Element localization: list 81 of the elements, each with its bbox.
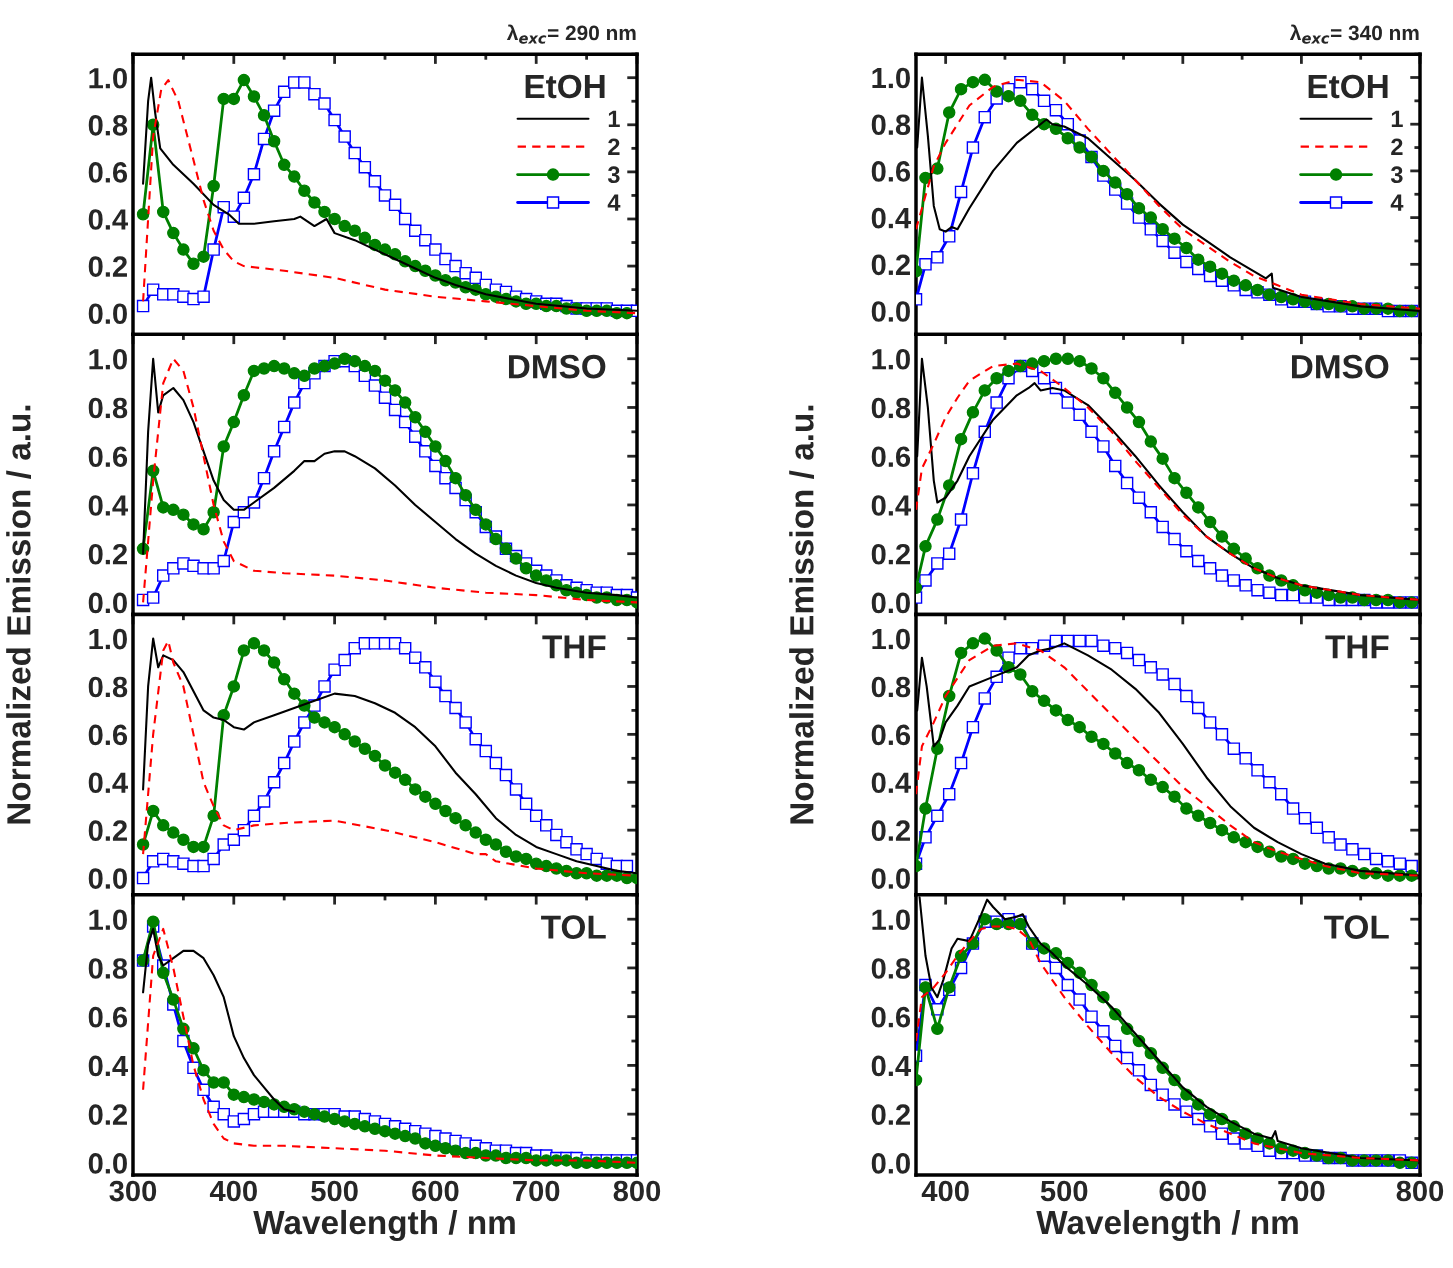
y-tick-label: 0.4 [871,495,911,516]
y-tick-label: 1.0 [89,909,127,931]
legend-label: 3 [607,166,620,184]
y-tick-label: 0.4 [871,1055,911,1077]
y-tick-label: 0.4 [88,209,128,230]
y-tick-label: 0.0 [88,303,127,325]
x-tick-label: 300 [109,1180,157,1202]
y-tick-label: 0.0 [871,592,910,614]
y-tick-label: 1.0 [872,628,910,650]
y-tick-label: 0.6 [88,1006,128,1028]
x-tick-label: 500 [1040,1180,1088,1202]
y-tick-label: 0.6 [88,724,128,746]
annotation: DMSO [1291,354,1389,379]
y-axis-title: Normalized Emission / a.u. [6,405,31,824]
legend-label: 2 [1391,138,1403,155]
annotation: TOL [541,915,606,939]
legend-label: 4 [1390,194,1404,211]
y-tick-label: 0.0 [88,592,127,614]
y-tick-label: 0.4 [88,1055,128,1077]
y-tick-label: 0.6 [88,446,128,468]
legend-label: 1 [608,110,620,128]
y-tick-label: 1.0 [872,348,910,370]
y-tick-label: 0.6 [871,161,911,182]
y-axis-title: Normalized Emission / a.u. [789,405,814,824]
y-tick-label: 0.8 [88,114,128,136]
y-tick-label: 0.8 [871,397,911,419]
y-tick-label: 0.0 [871,1153,910,1174]
y-tick-label: 0.0 [871,868,910,889]
x-tick-label: 600 [412,1180,459,1202]
x-tick-label: 600 [1159,1180,1206,1202]
y-tick-label: 0.2 [871,1104,910,1125]
chart-title: λ$_{exc}$= 340 nm [1289,24,1419,44]
x-tick-label: 700 [513,1180,560,1202]
annotation: THF [1325,635,1389,659]
y-tick-label: 1.0 [89,67,127,89]
legend-label: 2 [608,138,620,155]
y-tick-label: 0.8 [871,676,911,698]
x-axis-title: Wavelength / nm [1036,1209,1298,1242]
y-tick-label: 0.2 [88,543,127,565]
y-tick-label: 0.8 [88,676,128,698]
y-tick-label: 0.4 [871,207,911,229]
y-tick-label: 0.8 [871,958,911,979]
y-tick-label: 0.6 [871,446,911,468]
x-tick-label: 400 [209,1180,257,1202]
y-tick-label: 1.0 [872,67,910,89]
annotation: EtOH [525,74,605,99]
x-tick-label: 700 [1278,1180,1325,1202]
y-tick-label: 0.0 [871,301,910,322]
chart-title: λ$_{exc}$= 290 nm [506,24,636,44]
legend-label: 3 [1390,166,1403,184]
x-tick-label: 500 [311,1180,358,1202]
y-tick-label: 0.4 [871,772,911,794]
y-tick-label: 0.2 [88,820,127,842]
y-tick-label: 0.8 [88,397,128,419]
legend-label: 4 [607,194,621,211]
y-tick-label: 0.2 [871,543,910,565]
y-tick-label: 0.0 [88,1153,127,1174]
y-tick-label: 0.2 [871,820,910,842]
y-tick-label: 0.8 [88,958,128,979]
y-tick-label: 0.2 [88,1104,127,1125]
y-tick-label: 0.2 [871,254,910,276]
y-tick-label: 0.2 [88,256,127,277]
annotation: TOL [1324,915,1389,939]
y-tick-label: 0.6 [871,1006,911,1028]
x-tick-label: 800 [1396,1180,1444,1202]
y-tick-label: 0.6 [871,724,911,746]
y-tick-label: 0.0 [88,868,127,889]
y-tick-label: 0.4 [88,772,128,794]
annotation: EtOH [1308,74,1388,99]
y-tick-label: 1.0 [89,348,127,370]
annotation: DMSO [508,354,606,379]
legend-label: 1 [1391,110,1403,128]
y-tick-label: 1.0 [89,628,127,650]
y-tick-label: 0.4 [88,495,128,516]
y-tick-label: 0.6 [88,162,128,183]
y-tick-label: 0.8 [871,114,911,136]
x-tick-label: 800 [613,1180,661,1202]
y-tick-label: 1.0 [872,909,910,931]
annotation: THF [542,635,606,659]
x-tick-label: 400 [921,1180,969,1202]
x-axis-title: Wavelength / nm [253,1209,515,1242]
